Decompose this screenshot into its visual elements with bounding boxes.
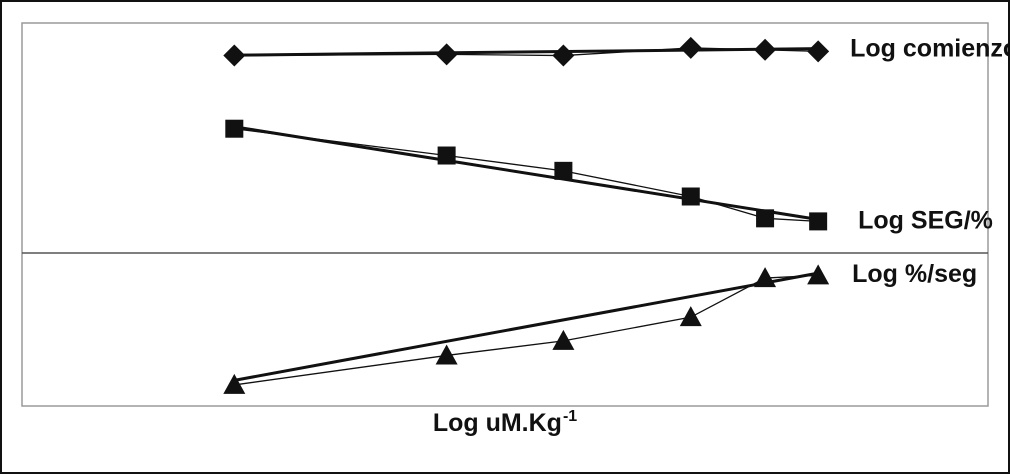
square-marker (437, 146, 456, 165)
triangle-marker (552, 329, 575, 350)
diamond-marker (552, 44, 575, 67)
trend-line-log-seg (234, 271, 819, 382)
triangle-marker (807, 264, 830, 285)
square-marker (756, 209, 775, 228)
square-marker (809, 212, 828, 231)
series-label-log-seg: Log %/seg (852, 260, 977, 288)
diamond-marker (679, 36, 702, 59)
diamond-marker (807, 40, 830, 63)
diamond-marker (223, 44, 246, 67)
diamond-marker (754, 38, 777, 61)
triangle-marker (435, 344, 458, 365)
x-axis-label-text: Log uM.Kg (432, 409, 562, 437)
trend-line-log-comienzo (234, 47, 819, 57)
plot-area-border (21, 22, 989, 407)
series-line-log-seg (234, 128, 819, 223)
trend-line-log-seg (234, 125, 819, 221)
square-marker (554, 161, 573, 180)
triangle-marker (754, 267, 777, 288)
triangle-marker (679, 306, 702, 327)
series-line-log-seg (234, 274, 819, 386)
series-label-log-seg: Log SEG/% (858, 206, 993, 234)
x-axis-label: Log uM.Kg-1 (0, 408, 1010, 438)
diamond-marker (435, 43, 458, 66)
square-marker (225, 119, 244, 138)
square-marker (681, 187, 700, 206)
triangle-marker (223, 373, 246, 394)
x-axis-label-exponent: -1 (562, 408, 578, 425)
series-label-log-comienzo: Log comienzo (850, 35, 1010, 63)
